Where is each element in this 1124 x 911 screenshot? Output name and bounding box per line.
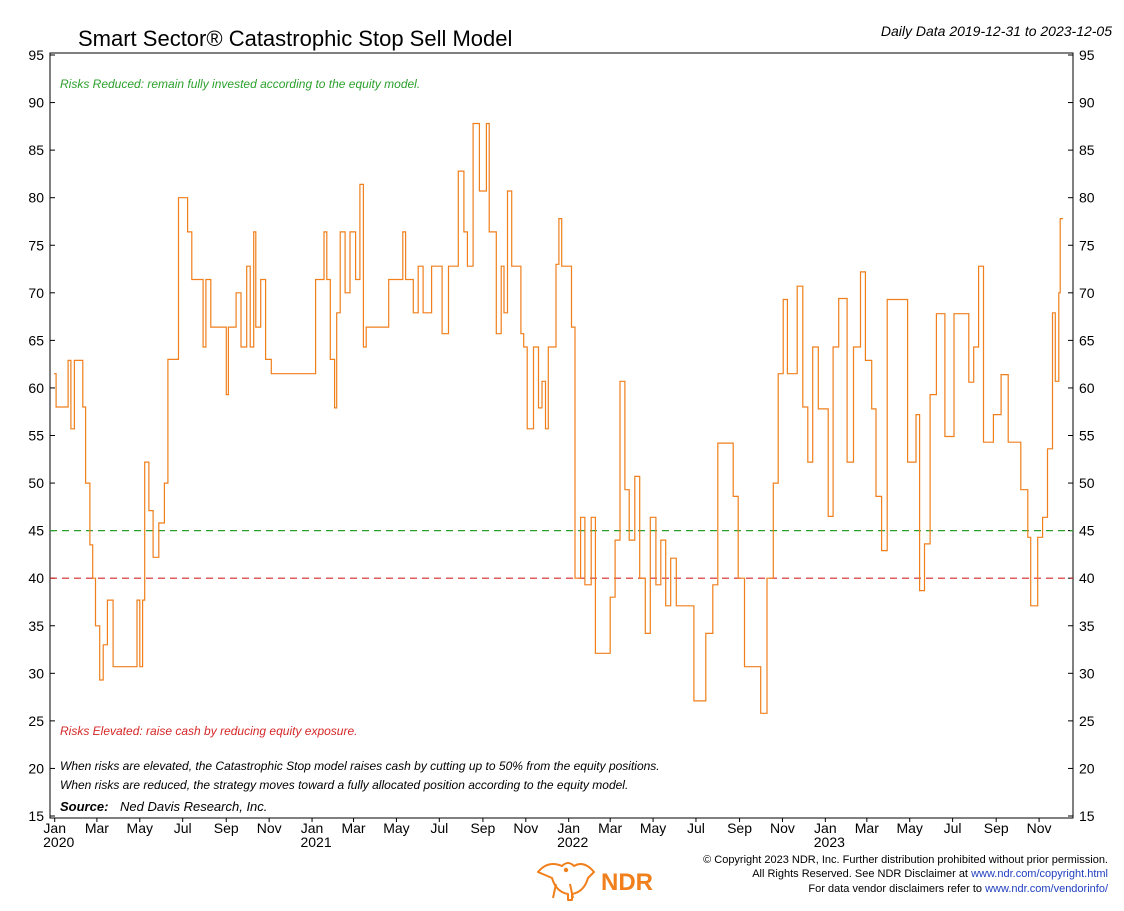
x-tick-label: Mar <box>341 820 365 836</box>
vendor-line: For data vendor disclaimers refer to www… <box>808 883 1109 895</box>
x-tick-label: Jan <box>814 820 837 836</box>
y-tick-label-left: 65 <box>28 332 44 348</box>
x-year-label: 2022 <box>557 834 588 850</box>
x-tick-label: May <box>383 820 409 836</box>
y-tick-label-left: 20 <box>28 760 44 776</box>
y-tick-label-left: 15 <box>28 808 44 824</box>
y-tick-label-right: 15 <box>1079 808 1095 824</box>
x-year-label: 2023 <box>814 834 845 850</box>
disclaimer-line: All Rights Reserved. See NDR Disclaimer … <box>752 868 1108 880</box>
x-tick-label: Sep <box>470 820 495 836</box>
vendor-text: For data vendor disclaimers refer to <box>808 883 985 895</box>
x-tick-label: Mar <box>598 820 622 836</box>
y-tick-label-right: 65 <box>1079 332 1095 348</box>
risks-reduced-note: Risks Reduced: remain fully invested acc… <box>60 77 420 91</box>
y-tick-label-right: 85 <box>1079 142 1095 158</box>
x-year-label: 2020 <box>43 834 74 850</box>
y-tick-label-right: 20 <box>1079 760 1095 776</box>
y-tick-label-right: 50 <box>1079 475 1095 491</box>
y-tick-label-left: 35 <box>28 618 44 634</box>
x-tick-label: Jan <box>301 820 324 836</box>
y-tick-label-left: 25 <box>28 713 44 729</box>
y-tick-label-right: 55 <box>1079 428 1095 444</box>
y-axis-left: 15 20 25 30 35 40 45 50 55 60 65 70 75 80 85 90 95 <box>28 47 55 824</box>
x-tick-label: Sep <box>214 820 239 836</box>
y-tick-label-left: 30 <box>28 665 44 681</box>
x-tick-label: Mar <box>855 820 879 836</box>
y-tick-label-left: 45 <box>28 523 44 539</box>
x-axis: Jan Mar May Jul Sep Nov Jan Mar May Jul Sep Nov Jan M… <box>43 818 1052 850</box>
series-group <box>54 122 1063 714</box>
x-tick-label: Nov <box>257 820 282 836</box>
y-tick-label-left: 40 <box>28 570 44 586</box>
x-tick-label: Mar <box>85 820 109 836</box>
y-tick-label-left: 95 <box>28 47 44 63</box>
y-tick-label-left: 60 <box>28 380 44 396</box>
x-year-label: 2021 <box>300 834 331 850</box>
y-tick-label-right: 40 <box>1079 570 1095 586</box>
y-tick-label-left: 50 <box>28 475 44 491</box>
bull-bear-icon <box>537 862 595 901</box>
y-tick-label-left: 85 <box>28 142 44 158</box>
x-tick-label: Nov <box>1027 820 1052 836</box>
y-tick-label-right: 45 <box>1079 523 1095 539</box>
y-tick-label-right: 70 <box>1079 285 1095 301</box>
y-tick-label-left: 70 <box>28 285 44 301</box>
date-range: Daily Data 2019-12-31 to 2023-12-05 <box>881 23 1112 39</box>
y-tick-label-right: 60 <box>1079 380 1095 396</box>
ndr-logo: NDR <box>537 862 653 901</box>
x-tick-label: Jul <box>430 820 448 836</box>
series-line-0 <box>54 122 1063 714</box>
y-tick-label-right: 75 <box>1079 237 1095 253</box>
y-tick-label-left: 80 <box>28 190 44 206</box>
source-value: Ned Davis Research, Inc. <box>120 799 267 814</box>
y-tick-label-right: 80 <box>1079 190 1095 206</box>
x-tick-label: May <box>896 820 922 836</box>
disclaimer-text: All Rights Reserved. See NDR Disclaimer … <box>752 868 971 880</box>
threshold-lines <box>50 530 1073 579</box>
ndr-logo-text: NDR <box>601 869 653 896</box>
x-tick-label: Jul <box>687 820 705 836</box>
chart-title: Smart Sector® Catastrophic Stop Sell Mod… <box>78 26 512 51</box>
y-tick-label-left: 90 <box>28 95 44 111</box>
x-tick-label: May <box>640 820 666 836</box>
source-label: Source: <box>60 799 108 814</box>
x-tick-label: Nov <box>513 820 538 836</box>
x-tick-label: Jan <box>43 820 66 836</box>
x-tick-label: Sep <box>727 820 752 836</box>
x-tick-label: Nov <box>770 820 795 836</box>
risks-elevated-note: Risks Elevated: raise cash by reducing e… <box>60 724 358 738</box>
y-tick-label-right: 30 <box>1079 665 1095 681</box>
explanation-line-1: When risks are elevated, the Catastrophi… <box>60 759 660 773</box>
y-tick-label-right: 90 <box>1079 95 1095 111</box>
y-tick-label-left: 75 <box>28 237 44 253</box>
y-tick-label-right: 95 <box>1079 47 1095 63</box>
explanation-line-2: When risks are reduced, the strategy mov… <box>60 778 628 792</box>
y-tick-label-left: 55 <box>28 428 44 444</box>
x-tick-label: May <box>127 820 153 836</box>
copyright-link[interactable]: www.ndr.com/copyright.html <box>970 868 1108 880</box>
vendor-link[interactable]: www.ndr.com/vendorinfo/ <box>984 883 1109 895</box>
x-tick-label: Jul <box>174 820 192 836</box>
y-axis-right: 15 20 25 30 35 40 45 50 55 60 65 70 75 80 85 90 95 <box>1068 47 1095 824</box>
copyright-line: © Copyright 2023 NDR, Inc. Further distr… <box>703 854 1108 866</box>
x-tick-label: Jan <box>557 820 580 836</box>
x-tick-label: Jul <box>944 820 962 836</box>
y-tick-label-right: 35 <box>1079 618 1095 634</box>
y-tick-label-right: 25 <box>1079 713 1095 729</box>
x-tick-label: Sep <box>984 820 1009 836</box>
